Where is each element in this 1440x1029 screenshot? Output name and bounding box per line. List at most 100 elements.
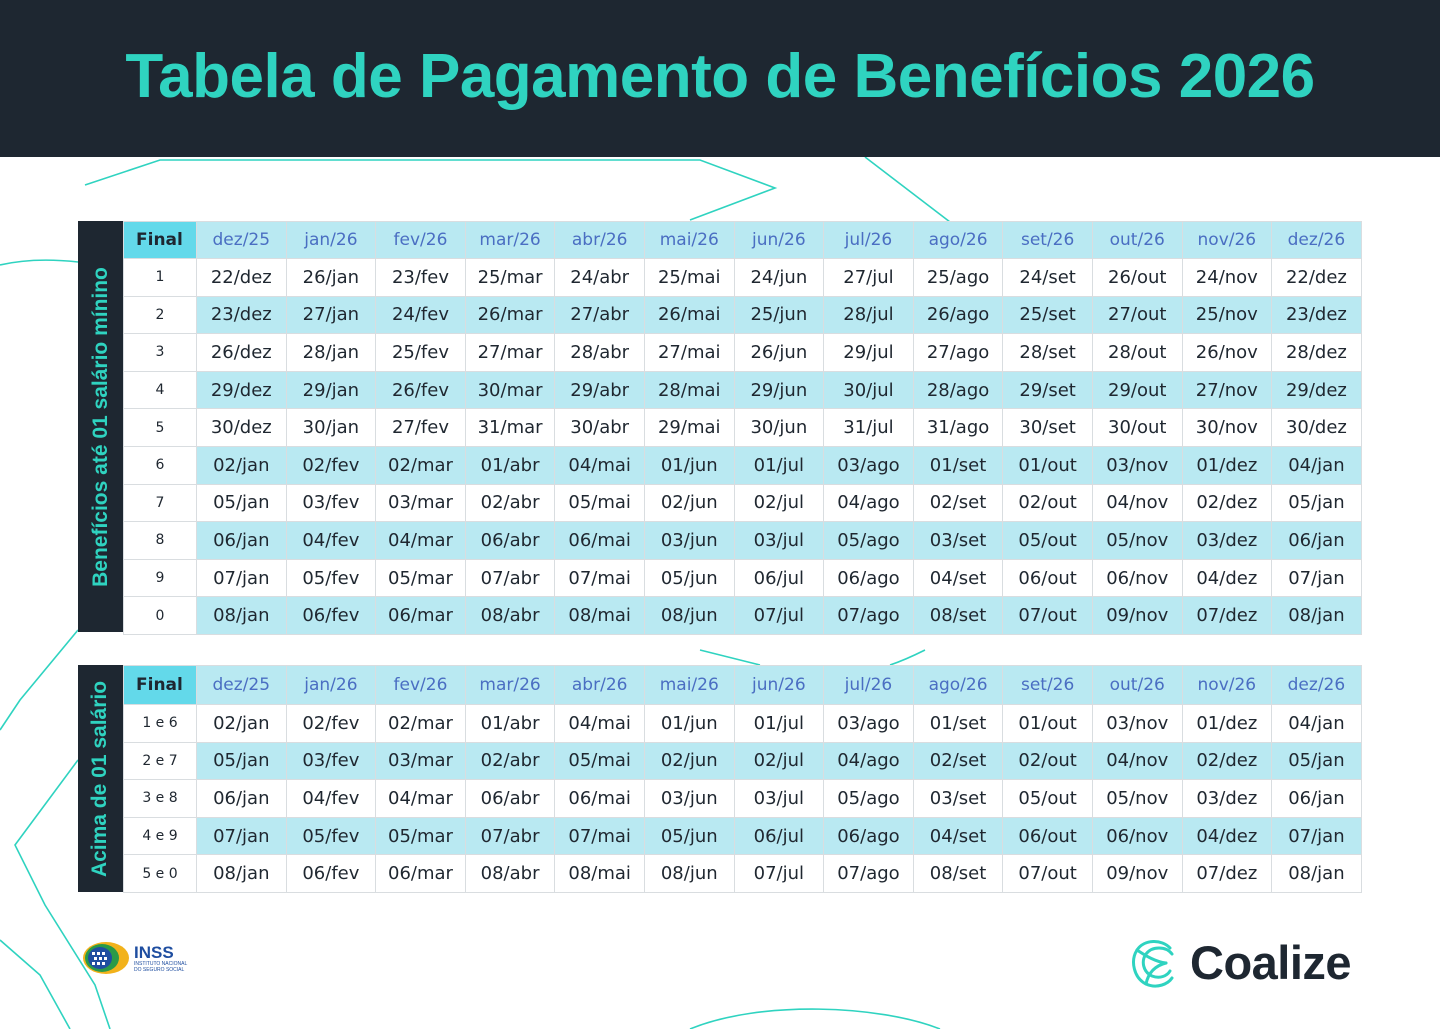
payment-date-cell: 08/abr bbox=[464, 854, 556, 893]
payment-date-cell: 02/dez bbox=[1181, 483, 1273, 523]
table-row: 2 e 7 05/jan 03/fev 03/mar 02/abr 05/mai 02/ju… bbox=[123, 741, 1362, 781]
payment-date-cell: 07/jan bbox=[196, 816, 287, 856]
payment-date-cell: 07/jan bbox=[1271, 558, 1362, 598]
payment-date-cell: 08/set bbox=[912, 596, 1004, 635]
payment-date-cell: 07/mai bbox=[554, 816, 645, 856]
payment-date-cell: 01/set bbox=[912, 445, 1004, 485]
payment-date-cell: 03/set bbox=[912, 521, 1004, 560]
payment-date-cell: 05/jun bbox=[643, 558, 735, 598]
payment-date-cell: 07/jul bbox=[733, 854, 825, 893]
payment-date-cell: 27/mar bbox=[464, 333, 556, 372]
payment-date-cell: 27/jan bbox=[285, 295, 377, 335]
payment-date-cell: 08/jan bbox=[1271, 596, 1362, 635]
side-label-acima-salario: Acima de 01 salário bbox=[78, 665, 123, 892]
payment-date-cell: 05/mai bbox=[554, 483, 645, 523]
payment-date-cell: 01/jun bbox=[643, 445, 735, 485]
payment-date-cell: 04/fev bbox=[285, 779, 377, 818]
payment-date-cell: 05/jan bbox=[1271, 741, 1362, 781]
payment-date-cell: 23/fev bbox=[375, 258, 466, 297]
final-digit-cell: 2 e 7 bbox=[123, 741, 197, 781]
payment-date-cell: 05/fev bbox=[285, 558, 377, 598]
payment-table-1: Final dez/25 jan/26 fev/26 mar/26 abr/26 mai/2… bbox=[123, 221, 1362, 635]
payment-date-cell: 02/abr bbox=[464, 741, 556, 781]
month-header: jan/26 bbox=[285, 665, 377, 705]
payment-date-cell: 03/dez bbox=[1181, 779, 1273, 818]
payment-date-cell: 02/jun bbox=[643, 741, 735, 781]
payment-date-cell: 29/jun bbox=[733, 370, 825, 410]
payment-date-cell: 01/out bbox=[1002, 445, 1093, 485]
payment-date-cell: 01/dez bbox=[1181, 445, 1273, 485]
payment-date-cell: 08/jan bbox=[1271, 854, 1362, 893]
payment-date-cell: 08/jan bbox=[196, 854, 287, 893]
payment-date-cell: 02/jul bbox=[733, 483, 825, 523]
table-row: 5 30/dez 30/jan 27/fev 31/mar 30/abr 29/mai 30/… bbox=[123, 408, 1362, 447]
payment-date-cell: 05/nov bbox=[1091, 521, 1183, 560]
payment-date-cell: 31/ago bbox=[912, 408, 1004, 447]
payment-date-cell: 02/mar bbox=[375, 704, 466, 743]
inss-subtitle-2: DO SEGURO SOCIAL bbox=[134, 966, 185, 973]
payment-date-cell: 24/fev bbox=[375, 295, 466, 335]
payment-date-cell: 28/abr bbox=[554, 333, 645, 372]
payment-date-cell: 04/set bbox=[912, 816, 1004, 856]
month-header: mar/26 bbox=[464, 221, 556, 259]
payment-date-cell: 06/jan bbox=[1271, 521, 1362, 560]
payment-date-cell: 23/dez bbox=[196, 295, 287, 335]
final-digit-cell: 3 e 8 bbox=[123, 779, 197, 818]
final-digit-cell: 6 bbox=[123, 445, 197, 485]
payment-date-cell: 05/out bbox=[1002, 521, 1093, 560]
final-digit-cell: 9 bbox=[123, 558, 197, 598]
final-digit-cell: 0 bbox=[123, 596, 197, 635]
payment-date-cell: 26/dez bbox=[196, 333, 287, 372]
payment-date-cell: 08/jun bbox=[643, 854, 735, 893]
payment-date-cell: 07/ago bbox=[823, 596, 914, 635]
payment-date-cell: 04/ago bbox=[823, 741, 914, 781]
payment-date-cell: 29/mai bbox=[643, 408, 735, 447]
table-row: 1 22/dez 26/jan 23/fev 25/mar 24/abr 25/mai 24/… bbox=[123, 258, 1362, 297]
payment-date-cell: 02/abr bbox=[464, 483, 556, 523]
payment-table-2: Final dez/25 jan/26 fev/26 mar/26 abr/26 mai/2… bbox=[123, 665, 1362, 893]
month-header: dez/25 bbox=[196, 665, 287, 705]
payment-date-cell: 30/jul bbox=[823, 370, 914, 410]
payment-date-cell: 28/mai bbox=[643, 370, 735, 410]
payment-date-cell: 06/mar bbox=[375, 596, 466, 635]
payment-date-cell: 04/ago bbox=[823, 483, 914, 523]
payment-date-cell: 07/abr bbox=[464, 816, 556, 856]
payment-date-cell: 24/set bbox=[1002, 258, 1093, 297]
payment-date-cell: 29/jul bbox=[823, 333, 914, 372]
payment-date-cell: 06/out bbox=[1002, 558, 1093, 598]
payment-date-cell: 27/jul bbox=[823, 258, 914, 297]
payment-date-cell: 06/nov bbox=[1091, 816, 1183, 856]
payment-date-cell: 26/ago bbox=[912, 295, 1004, 335]
payment-date-cell: 25/set bbox=[1002, 295, 1093, 335]
payment-date-cell: 07/jul bbox=[733, 596, 825, 635]
payment-date-cell: 03/nov bbox=[1091, 704, 1183, 743]
month-header: abr/26 bbox=[554, 221, 645, 259]
final-digit-cell: 1 bbox=[123, 258, 197, 297]
payment-date-cell: 04/dez bbox=[1181, 816, 1273, 856]
payment-date-cell: 27/out bbox=[1091, 295, 1183, 335]
coalize-logo-icon bbox=[1132, 939, 1174, 988]
month-header: dez/26 bbox=[1271, 665, 1362, 705]
payment-date-cell: 04/fev bbox=[285, 521, 377, 560]
side-label-text: Benefícios até 01 salário mínino bbox=[88, 266, 112, 587]
final-digit-cell: 7 bbox=[123, 483, 197, 523]
payment-date-cell: 04/nov bbox=[1091, 741, 1183, 781]
payment-date-cell: 06/mar bbox=[375, 854, 466, 893]
payment-date-cell: 06/jan bbox=[196, 779, 287, 818]
inss-name: INSS bbox=[134, 942, 174, 962]
payment-date-cell: 30/dez bbox=[1271, 408, 1362, 447]
payment-date-cell: 26/out bbox=[1091, 258, 1183, 297]
payment-date-cell: 02/jul bbox=[733, 741, 825, 781]
payment-date-cell: 06/out bbox=[1002, 816, 1093, 856]
payment-date-cell: 30/abr bbox=[554, 408, 645, 447]
month-header: abr/26 bbox=[554, 665, 645, 705]
month-header: nov/26 bbox=[1181, 221, 1273, 259]
payment-date-cell: 06/ago bbox=[823, 816, 914, 856]
payment-date-cell: 08/set bbox=[912, 854, 1004, 893]
payment-date-cell: 04/mar bbox=[375, 779, 466, 818]
payment-date-cell: 02/jan bbox=[196, 445, 287, 485]
payment-date-cell: 26/fev bbox=[375, 370, 466, 410]
payment-date-cell: 03/jul bbox=[733, 521, 825, 560]
month-header: out/26 bbox=[1091, 221, 1183, 259]
payment-date-cell: 29/abr bbox=[554, 370, 645, 410]
